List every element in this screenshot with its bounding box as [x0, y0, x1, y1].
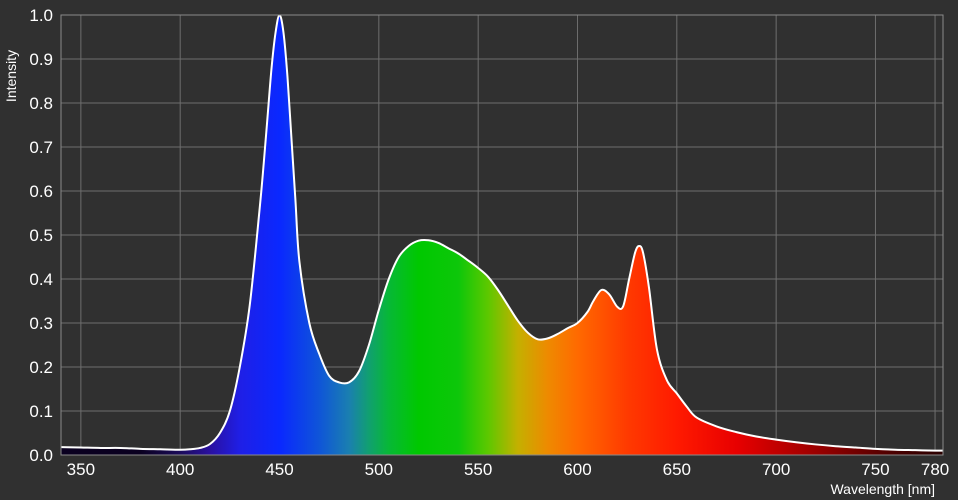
y-tick-label: 0.2 — [29, 358, 53, 377]
x-tick-label: 350 — [67, 460, 95, 479]
x-tick-label: 650 — [663, 460, 691, 479]
spectrum-area — [61, 15, 943, 455]
y-tick-label: 0.6 — [29, 182, 53, 201]
y-tick-label: 0.3 — [29, 314, 53, 333]
x-axis-label: Wavelength [nm] — [830, 481, 935, 497]
y-tick-label: 0.7 — [29, 138, 53, 157]
x-tick-label: 750 — [861, 460, 889, 479]
y-axis-ticks: 0.0 0.1 0.2 0.3 0.4 0.5 0.6 0.7 0.8 0.9 1.0 — [29, 6, 53, 465]
y-tick-label: 0.4 — [29, 270, 53, 289]
y-axis-label: Intensity — [3, 50, 19, 102]
y-tick-label: 1.0 — [29, 6, 53, 25]
x-tick-label: 400 — [166, 460, 194, 479]
x-tick-label: 500 — [365, 460, 393, 479]
y-tick-label: 0.0 — [29, 446, 53, 465]
y-tick-label: 0.1 — [29, 402, 53, 421]
x-axis-ticks: 350 400 450 500 550 600 650 700 750 780 — [67, 460, 950, 479]
x-tick-label: 550 — [464, 460, 492, 479]
x-tick-label: 450 — [265, 460, 293, 479]
y-tick-label: 0.9 — [29, 50, 53, 69]
plot-border — [60, 14, 944, 456]
y-tick-label: 0.5 — [29, 226, 53, 245]
x-tick-label: 700 — [762, 460, 790, 479]
plot-area — [61, 15, 943, 455]
x-tick-label: 780 — [921, 460, 949, 479]
x-tick-label: 600 — [563, 460, 591, 479]
y-tick-label: 0.8 — [29, 94, 53, 113]
spectrum-line — [61, 15, 943, 452]
